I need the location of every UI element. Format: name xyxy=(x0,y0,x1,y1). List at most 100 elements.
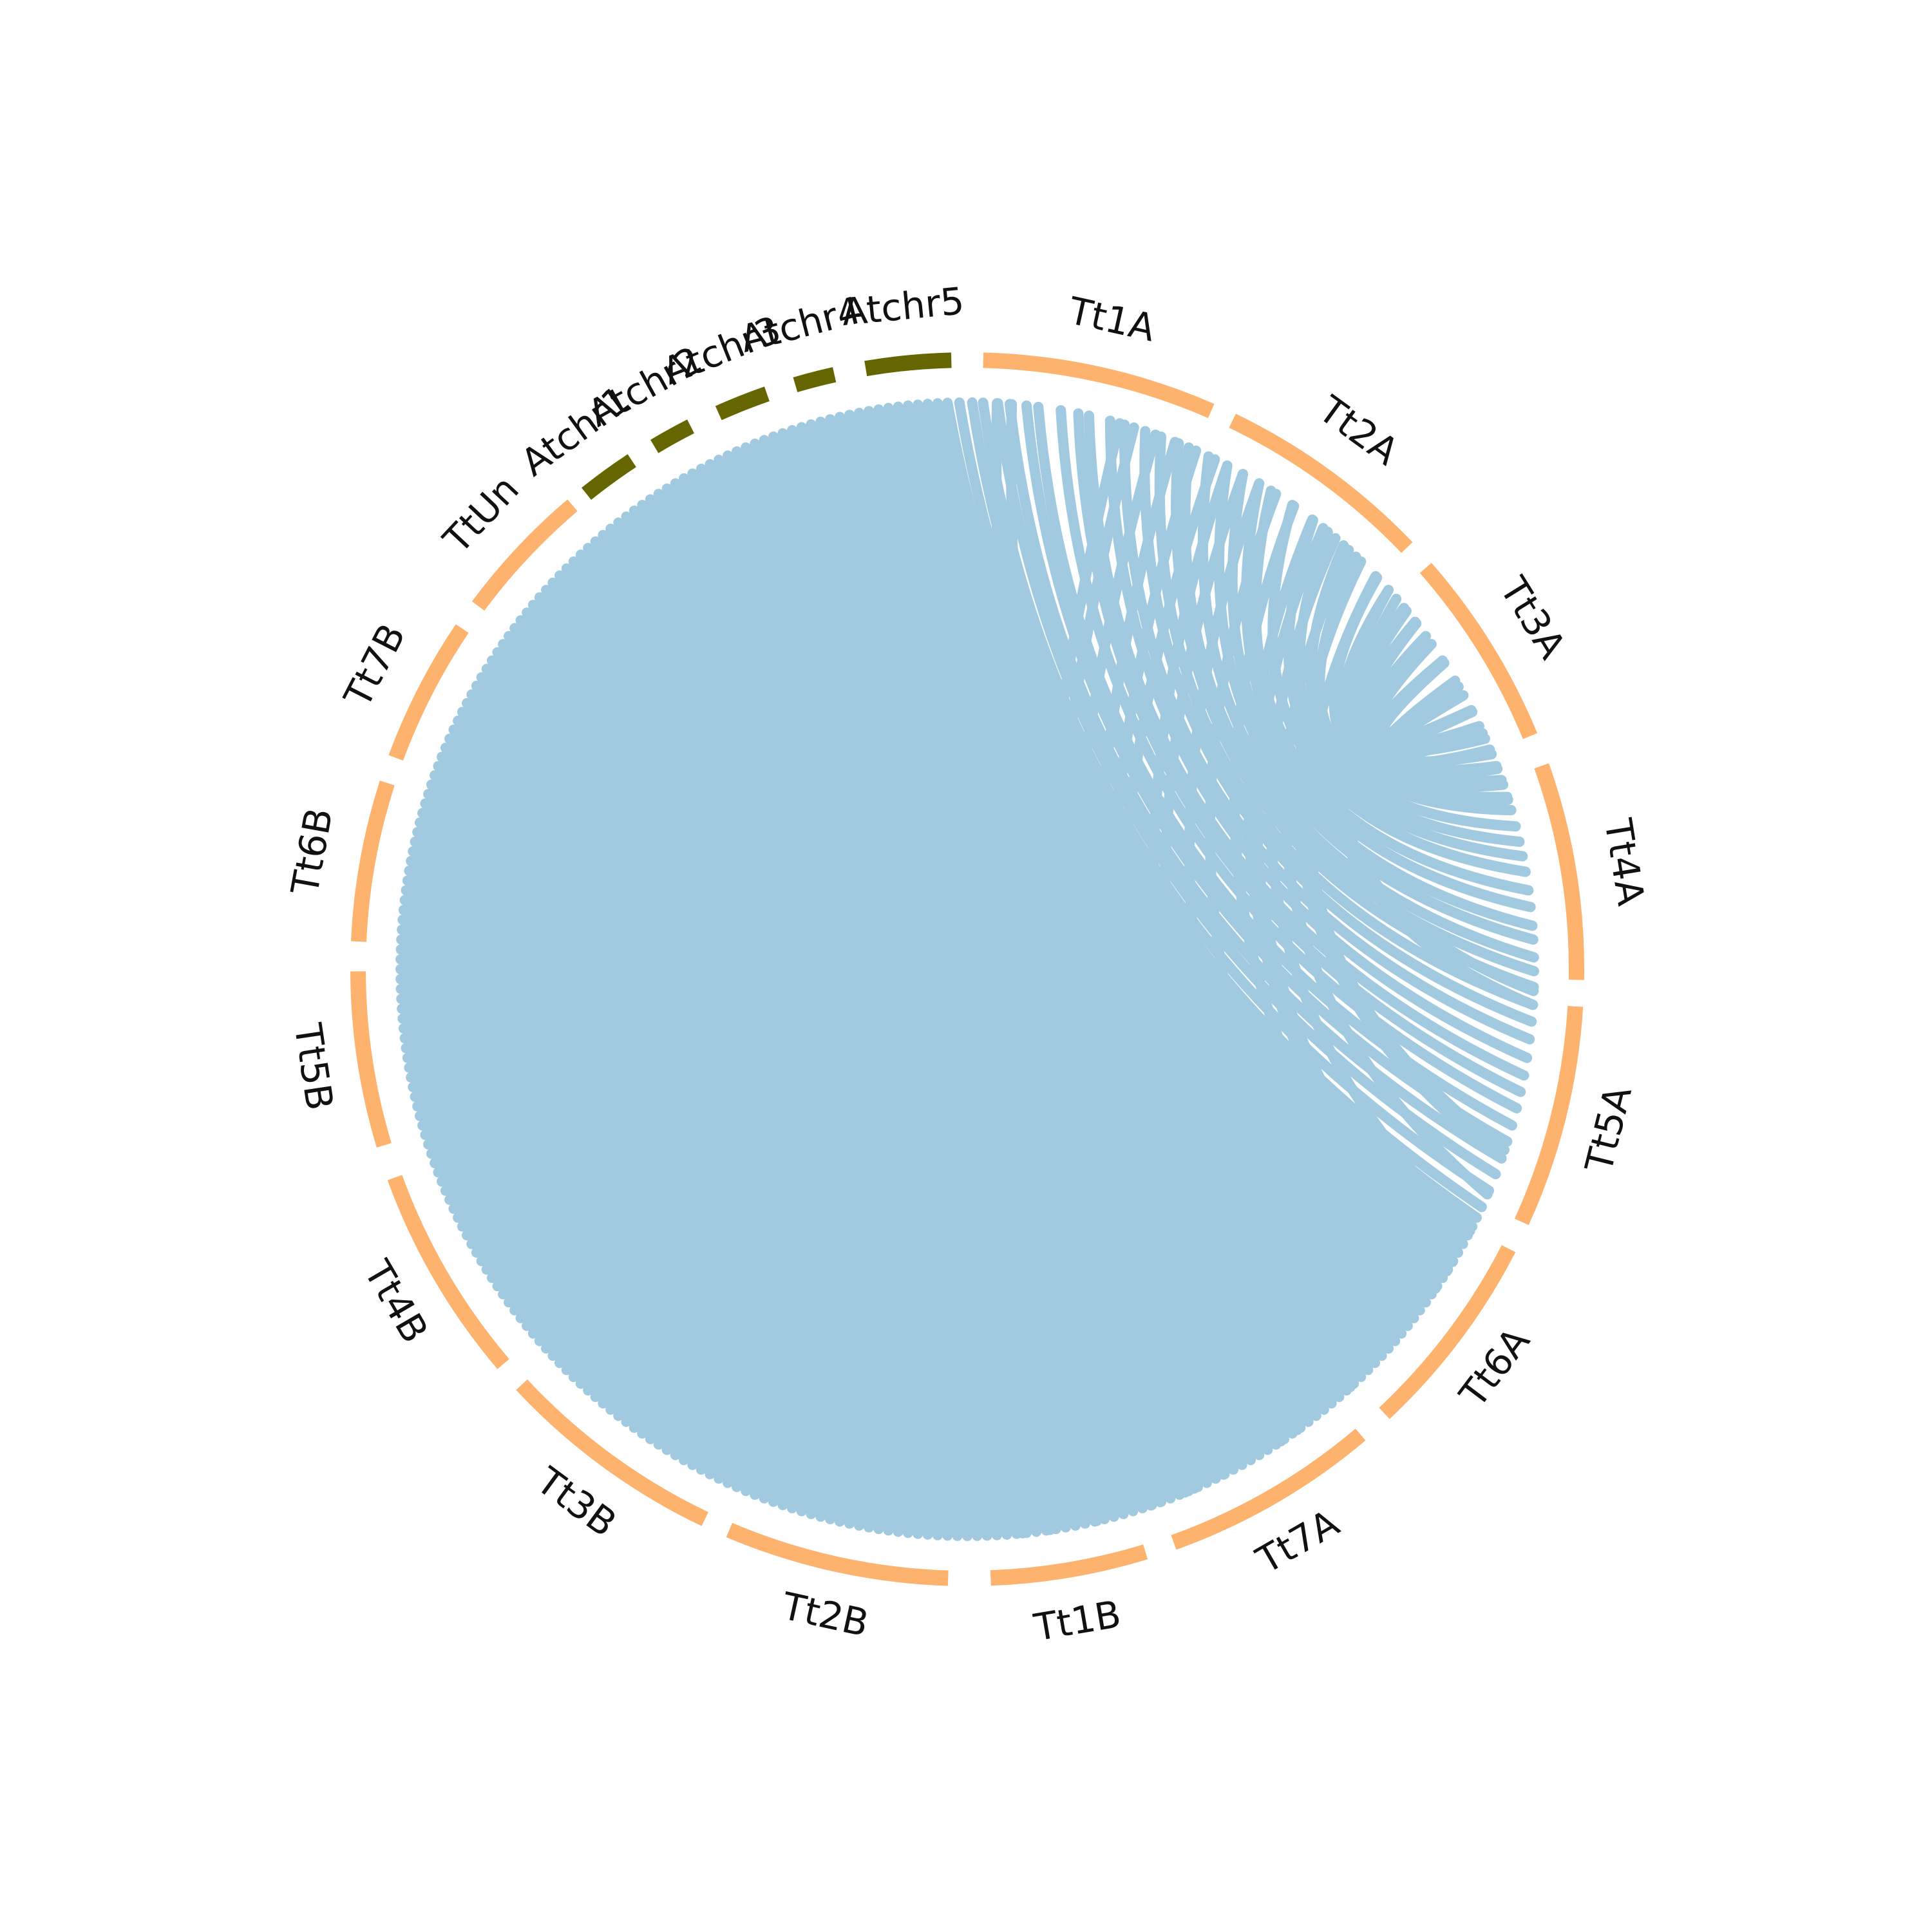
link xyxy=(395,944,755,1497)
link xyxy=(509,623,1090,1529)
link xyxy=(1329,573,1513,802)
link xyxy=(486,655,1052,1536)
link xyxy=(417,808,884,1535)
link xyxy=(864,406,1437,1300)
segment-arc-tt7b xyxy=(388,624,469,761)
link xyxy=(653,488,1273,1455)
link xyxy=(481,663,1042,1537)
link xyxy=(1171,438,1539,992)
segment-arc-tt2a xyxy=(1229,413,1413,553)
link xyxy=(414,817,875,1533)
segment-label-tt7b: Tt7B xyxy=(336,617,415,715)
link xyxy=(815,416,1407,1339)
link xyxy=(978,397,1495,1196)
link xyxy=(575,549,1185,1500)
link xyxy=(873,404,1443,1292)
link xyxy=(732,446,1345,1403)
segment-arc-tt3b xyxy=(516,1379,708,1526)
link xyxy=(903,400,1459,1267)
segment-arc-tt4a xyxy=(1534,763,1584,980)
link xyxy=(1214,460,1539,945)
link xyxy=(481,1218,574,1283)
link xyxy=(420,798,894,1536)
link xyxy=(893,401,1454,1275)
link xyxy=(705,459,1321,1421)
link xyxy=(466,689,1012,1540)
link xyxy=(433,761,933,1540)
link xyxy=(637,500,1256,1466)
link xyxy=(645,494,1265,1461)
link xyxy=(462,697,1003,1540)
link xyxy=(670,478,1290,1444)
link xyxy=(440,743,953,1541)
link xyxy=(1197,451,1539,963)
link xyxy=(696,464,1314,1427)
link xyxy=(453,715,983,1541)
link xyxy=(1250,485,1534,896)
link xyxy=(661,483,1282,1450)
segment-arc-tt5a xyxy=(1514,1006,1584,1226)
link xyxy=(395,964,739,1488)
link xyxy=(741,442,1352,1396)
link xyxy=(1267,500,1531,877)
link xyxy=(399,895,799,1513)
link xyxy=(534,592,1129,1519)
link xyxy=(423,789,904,1537)
link xyxy=(561,563,1166,1507)
link xyxy=(1139,426,1537,1027)
segment-arc-tt5b xyxy=(350,971,392,1148)
link xyxy=(430,770,923,1539)
link xyxy=(1314,551,1517,816)
segment-arc-atchr5 xyxy=(864,352,952,377)
link xyxy=(1119,419,1535,1045)
segment-label-tt4b: Tt4B xyxy=(355,1253,437,1350)
link xyxy=(504,630,1081,1531)
link xyxy=(759,435,1367,1383)
link xyxy=(605,524,1221,1484)
link xyxy=(396,934,764,1500)
link xyxy=(1004,399,1507,1164)
link xyxy=(1336,585,1507,787)
link xyxy=(844,410,1425,1316)
link xyxy=(687,468,1306,1433)
link xyxy=(835,412,1419,1323)
link xyxy=(590,536,1203,1492)
segment-arc-tt1b xyxy=(990,1544,1148,1586)
link xyxy=(1083,410,1530,1081)
link xyxy=(1180,442,1539,977)
link xyxy=(629,506,1247,1470)
link xyxy=(913,399,1464,1258)
segments-layer xyxy=(350,352,1584,1586)
link xyxy=(401,885,808,1517)
segment-label-tt3a: Tt3A xyxy=(1491,569,1575,666)
link xyxy=(1033,401,1517,1131)
link xyxy=(1104,415,1533,1063)
link xyxy=(406,856,836,1524)
link xyxy=(395,983,723,1480)
link xyxy=(854,408,1431,1308)
link xyxy=(883,402,1448,1283)
segment-arc-atchr3 xyxy=(715,386,770,421)
link xyxy=(1305,540,1521,832)
segment-arc-tt4b xyxy=(387,1175,509,1369)
segment-arc-tt1a xyxy=(983,352,1215,419)
link xyxy=(522,607,1110,1524)
link xyxy=(412,827,865,1531)
link xyxy=(714,455,1329,1415)
link xyxy=(457,706,992,1541)
link xyxy=(954,397,1482,1223)
segment-label-tt5a: Tt5A xyxy=(1577,1081,1640,1177)
segment-arc-atchr4 xyxy=(793,367,837,393)
link xyxy=(825,414,1413,1331)
link xyxy=(679,473,1298,1439)
link xyxy=(498,639,1071,1533)
link xyxy=(796,422,1394,1354)
link xyxy=(448,724,972,1541)
link xyxy=(398,905,790,1511)
segment-arc-tt3a xyxy=(1419,562,1538,739)
segment-arc-tt2b xyxy=(726,1522,949,1586)
link xyxy=(613,517,1230,1480)
segment-label-tt5b: Tt5B xyxy=(285,1020,341,1113)
link xyxy=(992,398,1501,1180)
